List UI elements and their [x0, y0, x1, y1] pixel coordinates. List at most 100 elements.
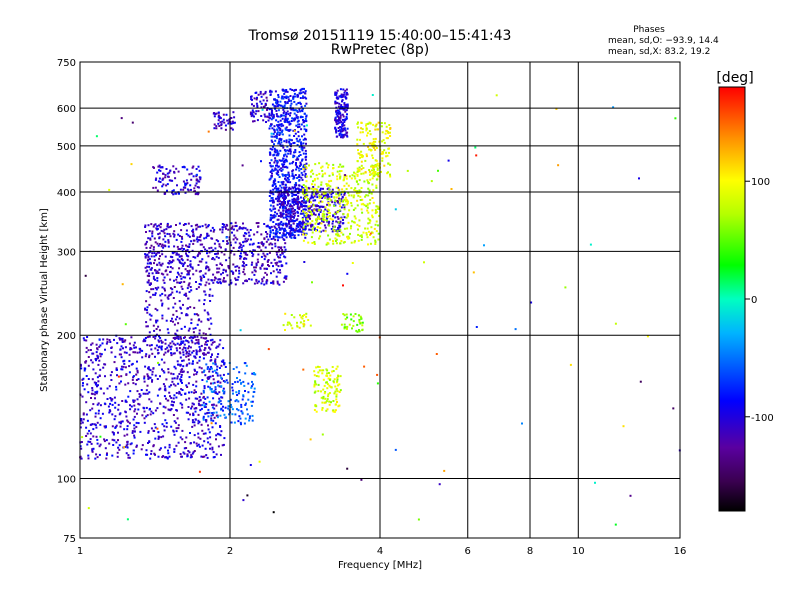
data-point [279, 184, 282, 187]
data-point [282, 146, 285, 149]
data-point [164, 176, 167, 179]
data-point [153, 224, 156, 227]
data-point [192, 231, 195, 234]
data-point [199, 409, 202, 412]
data-point [127, 456, 130, 459]
data-point [176, 377, 179, 380]
data-point [96, 347, 98, 350]
data-point [234, 241, 237, 244]
data-point [305, 212, 308, 215]
data-point [260, 160, 262, 163]
data-point [203, 455, 206, 458]
data-point [167, 368, 170, 371]
data-point [207, 428, 210, 431]
data-point [302, 107, 304, 110]
data-point [152, 246, 155, 249]
data-point [232, 263, 235, 266]
data-point [173, 286, 176, 288]
data-point [347, 191, 350, 194]
data-point [300, 176, 303, 179]
data-point [158, 268, 161, 271]
data-point [278, 283, 281, 286]
data-point [232, 392, 234, 395]
data-point [298, 224, 301, 227]
data-point [158, 261, 161, 264]
colorbar-label: [deg] [716, 70, 753, 86]
data-point [202, 332, 205, 335]
data-point [182, 180, 185, 183]
data-point [344, 89, 347, 92]
data-point [344, 318, 347, 321]
data-point [255, 262, 258, 265]
data-point [172, 306, 175, 309]
data-point [216, 365, 219, 368]
data-point [283, 207, 286, 210]
data-point [356, 174, 359, 177]
data-point [271, 216, 274, 219]
data-point [289, 143, 292, 146]
data-point [360, 121, 363, 124]
data-point [175, 347, 178, 350]
data-point [251, 419, 254, 422]
data-point [164, 338, 167, 341]
data-point [128, 456, 131, 459]
data-point [358, 320, 361, 323]
data-point [150, 400, 153, 403]
data-point [157, 233, 160, 236]
data-point [327, 372, 330, 374]
data-point [208, 294, 211, 297]
data-point [216, 381, 219, 384]
data-point [92, 368, 95, 371]
data-point [269, 208, 272, 211]
data-point [387, 132, 390, 135]
data-point [100, 353, 103, 356]
data-point [315, 410, 318, 413]
data-point [281, 88, 284, 91]
data-point [296, 116, 299, 119]
data-point [305, 175, 308, 178]
data-point [186, 265, 189, 268]
data-point [231, 383, 234, 385]
stats-line-o: mean, sd,O: −93.9, 14.4 [608, 36, 719, 46]
data-point [280, 186, 283, 189]
data-point [357, 194, 360, 197]
data-point [211, 413, 214, 416]
data-point [269, 191, 272, 194]
data-point [187, 234, 190, 237]
data-point [277, 218, 280, 221]
data-point [322, 192, 325, 195]
data-point [344, 105, 347, 108]
data-point [353, 171, 355, 174]
data-point [230, 244, 232, 247]
data-point [224, 280, 227, 283]
data-point [242, 222, 244, 225]
data-point [232, 271, 235, 274]
data-point [330, 228, 333, 230]
data-point [126, 518, 129, 521]
data-point [200, 407, 203, 410]
data-point [314, 222, 317, 225]
data-point [285, 112, 288, 114]
data-point [192, 233, 195, 236]
data-point [122, 360, 125, 363]
data-point [253, 97, 256, 100]
data-point [274, 207, 277, 210]
data-point [285, 160, 288, 163]
data-point [343, 133, 346, 136]
data-point [218, 391, 221, 394]
data-point [188, 269, 191, 272]
data-point [145, 325, 148, 328]
data-point [298, 155, 300, 158]
data-point [302, 121, 305, 123]
data-point [132, 382, 135, 385]
data-point [341, 99, 344, 102]
data-point [164, 342, 167, 345]
data-point [276, 172, 279, 175]
data-point [135, 425, 138, 428]
data-point [146, 269, 149, 272]
data-point [346, 327, 348, 330]
data-point [270, 225, 273, 228]
data-point [201, 258, 204, 261]
data-point [236, 265, 239, 268]
data-point [376, 162, 379, 165]
